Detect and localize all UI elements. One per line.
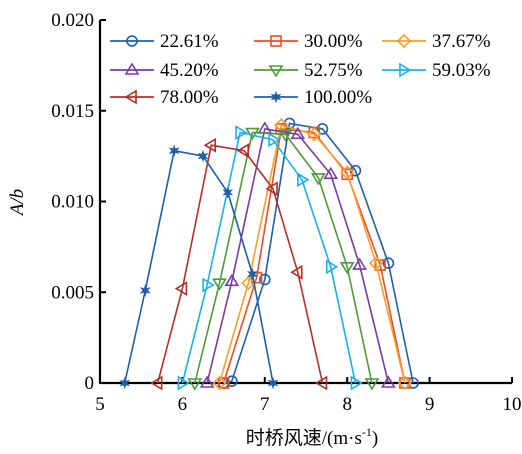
- legend-label: 59.03%: [432, 60, 491, 81]
- legend-label: 52.75%: [304, 60, 363, 81]
- legend: 22.61% 30.00% 37.67% 45.20% 52.75% 59.03% 78.0…: [110, 31, 491, 108]
- series-line: [125, 151, 273, 383]
- x-tick-label: 5: [95, 394, 105, 415]
- x-axis-title-sup: -1: [362, 425, 372, 439]
- series-4: [189, 129, 378, 389]
- legend-label: 30.00%: [304, 31, 363, 52]
- series-line: [224, 124, 414, 384]
- y-tick-label: 0: [85, 373, 95, 394]
- x-tick-label: 10: [503, 394, 522, 415]
- x-axis-title-main: 时桥风速/(m·s: [246, 427, 362, 449]
- legend-label: 100.00%: [304, 87, 372, 108]
- legend-item: 37.67%: [382, 31, 491, 52]
- y-tick-label: 0.010: [51, 192, 94, 213]
- legend-item: 78.00%: [110, 87, 219, 108]
- legend-item: 45.20%: [110, 60, 219, 81]
- legend-label: 37.67%: [432, 31, 491, 52]
- series-line: [207, 129, 388, 383]
- x-axis-title: 时桥风速/(m·s-1): [246, 425, 378, 449]
- series-5: [178, 127, 361, 389]
- data-point: [141, 285, 150, 295]
- x-axis-title-close: ): [372, 428, 378, 449]
- legend-item: 59.03%: [382, 60, 491, 81]
- x-tick-label: 8: [342, 394, 352, 415]
- y-axis-title: A/b: [7, 189, 28, 217]
- legend-label: 45.20%: [160, 60, 219, 81]
- legend-item: 22.61%: [110, 31, 219, 52]
- y-tick-label: 0.020: [51, 10, 94, 31]
- legend-swatch-marker: [270, 66, 282, 76]
- legend-label: 22.61%: [160, 31, 219, 52]
- legend-label: 78.00%: [160, 87, 219, 108]
- y-tick-label: 0.015: [51, 101, 94, 122]
- x-tick-label: 7: [260, 394, 270, 415]
- legend-item: 100.00%: [254, 87, 372, 108]
- legend-item: 52.75%: [254, 60, 363, 81]
- x-tick-label: 6: [178, 394, 188, 415]
- y-tick-label: 0.005: [51, 282, 94, 303]
- legend-item: 30.00%: [254, 31, 363, 52]
- series-layer: [120, 118, 418, 389]
- legend-swatch-marker: [126, 64, 138, 74]
- x-tick-label: 9: [425, 394, 435, 415]
